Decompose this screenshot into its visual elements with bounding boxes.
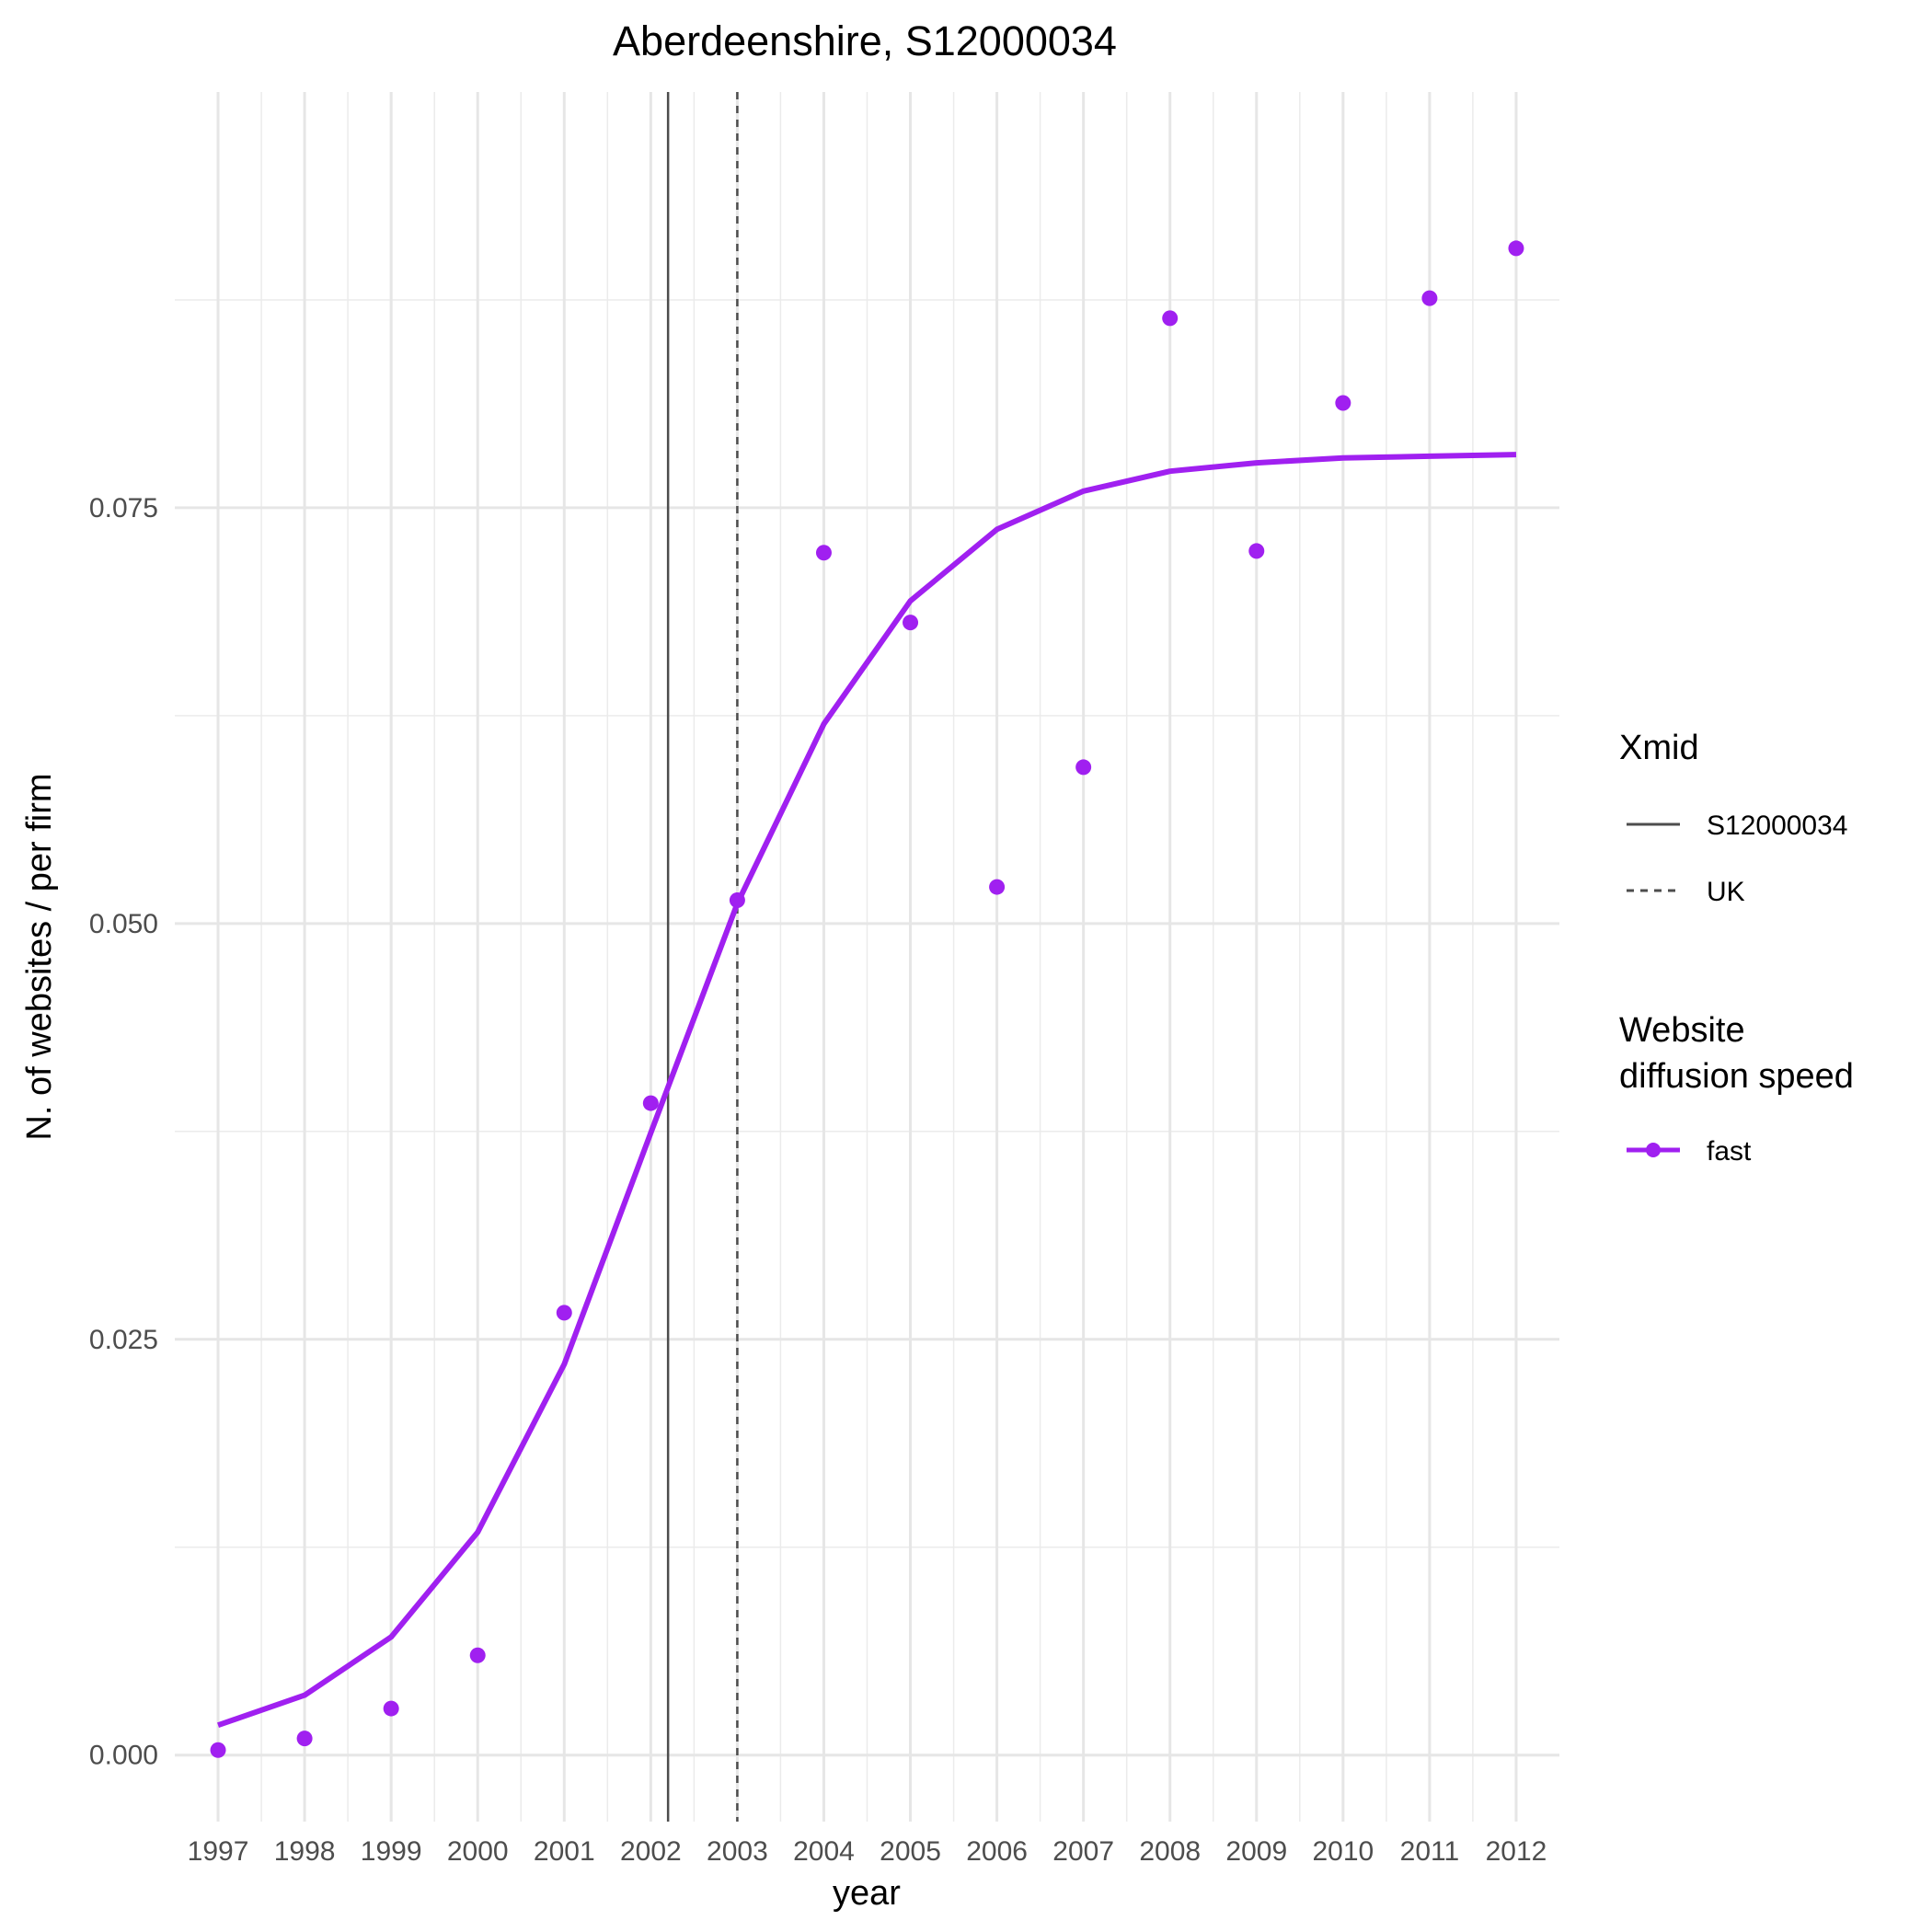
legend-speed-title-line2: diffusion speed xyxy=(1619,1057,1854,1096)
x-tick-label-2005: 2005 xyxy=(880,1836,941,1867)
reference-lines xyxy=(666,92,739,1822)
x-tick-label-2011: 2011 xyxy=(1400,1836,1460,1867)
x-tick-label-2010: 2010 xyxy=(1312,1836,1374,1867)
x-tick-label-2007: 2007 xyxy=(1052,1836,1114,1867)
legend-xmid-title: Xmid xyxy=(1619,729,1699,767)
data-point-2005 xyxy=(903,615,919,631)
data-point-1998 xyxy=(296,1731,313,1747)
x-tick-label-2000: 2000 xyxy=(447,1836,509,1867)
x-tick-label-2004: 2004 xyxy=(793,1836,855,1867)
x-tick-label-1999: 1999 xyxy=(361,1836,422,1867)
x-tick-label-2006: 2006 xyxy=(966,1836,1028,1867)
legend-label-fast: fast xyxy=(1707,1136,1752,1167)
x-tick-label-2003: 2003 xyxy=(707,1836,768,1867)
y-tick-label-0.075: 0.075 xyxy=(89,493,158,523)
data-point-2002 xyxy=(642,1095,659,1111)
data-point-2006 xyxy=(989,879,1006,895)
y-axis-title: N. of websites / per firm xyxy=(20,773,59,1140)
y-tick-label-0.050: 0.050 xyxy=(89,909,158,939)
data-point-2007 xyxy=(1075,759,1092,776)
legend-speed-title-line1: Website xyxy=(1619,1011,1745,1050)
x-axis-title: year xyxy=(833,1874,901,1913)
data-point-2011 xyxy=(1421,290,1438,306)
data-point-2004 xyxy=(815,545,832,561)
x-tick-label-2001: 2001 xyxy=(534,1836,595,1867)
y-tick-label-0.025: 0.025 xyxy=(89,1325,158,1355)
data-point-1997 xyxy=(210,1742,226,1758)
series-line-fast xyxy=(217,452,1517,1729)
grid xyxy=(175,92,1559,1822)
x-tick-label-2012: 2012 xyxy=(1486,1836,1547,1867)
data-point-2009 xyxy=(1248,543,1265,559)
chart-title: Aberdeenshire, S12000034 xyxy=(613,17,1117,64)
legend-key-fast-point xyxy=(1646,1143,1661,1157)
data-point-2008 xyxy=(1162,310,1179,327)
data-point-1999 xyxy=(383,1700,399,1717)
legend: Xmid S12000034 UK Website diffusion spee… xyxy=(1619,729,1854,1167)
legend-label-s12000034: S12000034 xyxy=(1707,811,1848,841)
x-tick-label-2009: 2009 xyxy=(1225,1836,1287,1867)
series-fast xyxy=(210,240,1524,1758)
x-tick-label-2008: 2008 xyxy=(1139,1836,1201,1867)
y-tick-label-0.000: 0.000 xyxy=(89,1741,158,1771)
data-point-2010 xyxy=(1335,395,1351,411)
data-point-2000 xyxy=(469,1647,486,1663)
x-tick-label-1997: 1997 xyxy=(188,1836,249,1867)
legend-label-uk: UK xyxy=(1707,877,1745,907)
data-point-2001 xyxy=(556,1305,572,1321)
x-axis-ticks: 1997 1998 1999 2000 2001 2002 2003 2004 2005 2006… xyxy=(188,1836,1547,1867)
y-axis-ticks: 0.000 0.025 0.050 0.075 xyxy=(89,493,158,1771)
x-tick-label-1998: 1998 xyxy=(274,1836,336,1867)
data-point-2003 xyxy=(729,892,745,909)
x-tick-label-2002: 2002 xyxy=(620,1836,682,1867)
data-point-2012 xyxy=(1508,240,1524,257)
